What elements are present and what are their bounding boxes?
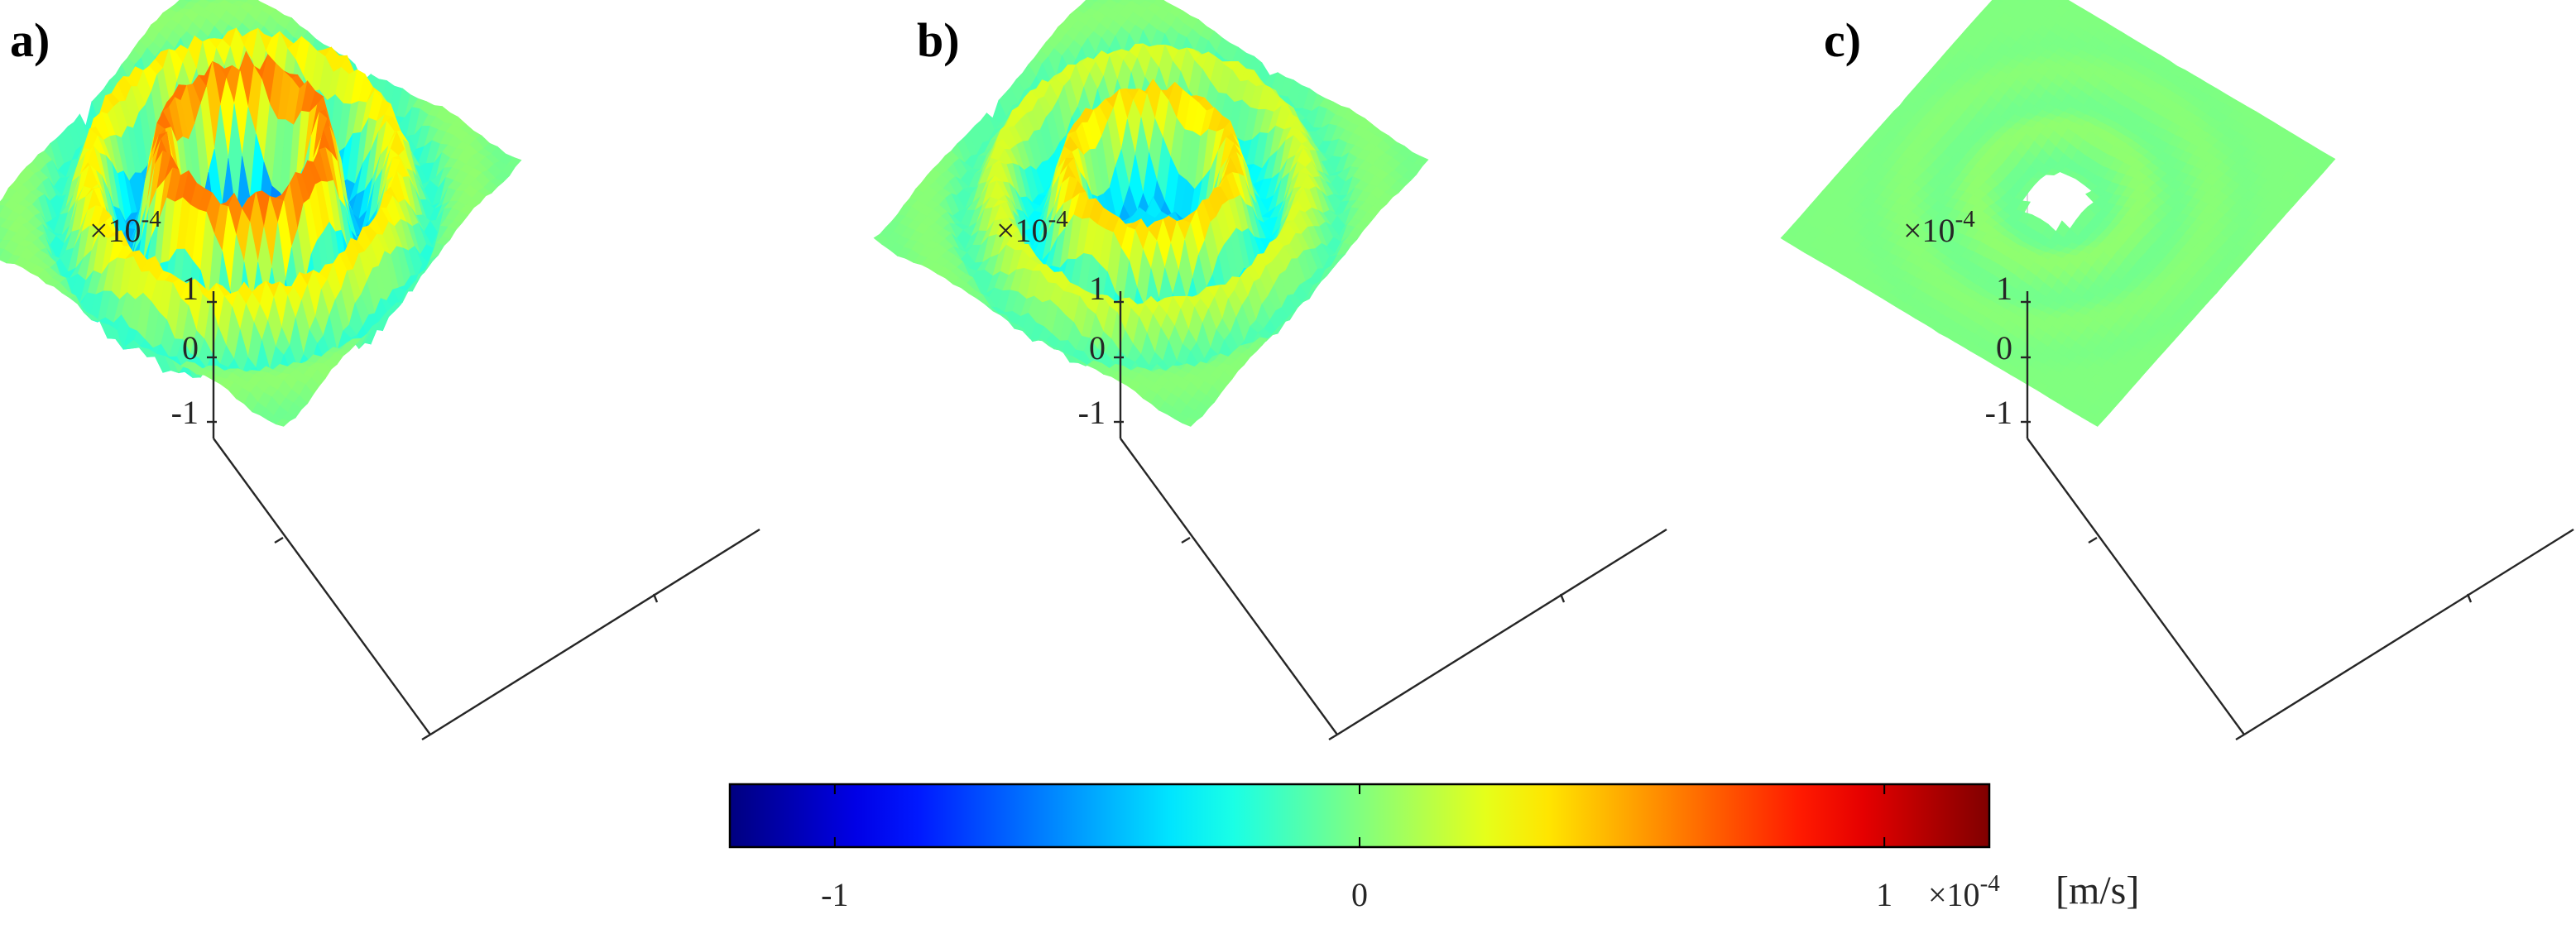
panel-label: c) bbox=[1824, 13, 1861, 67]
axis-tick-mark bbox=[274, 536, 284, 544]
z-tick-label: 0 bbox=[1089, 329, 1106, 366]
panel-label: a) bbox=[10, 13, 50, 67]
z-tick-label: 1 bbox=[182, 270, 199, 307]
surface-cell bbox=[1182, 417, 1197, 427]
z-tick-label: 1 bbox=[1089, 270, 1106, 307]
axis-tick-mark bbox=[1559, 593, 1566, 603]
colorbar-scale-label: ×10-4 bbox=[1928, 870, 2000, 913]
axis-tick-mark bbox=[1181, 536, 1191, 544]
axis-line bbox=[2243, 528, 2574, 736]
z-tick-label: -1 bbox=[1078, 394, 1106, 431]
z-tick-label: -1 bbox=[1985, 394, 2012, 431]
colorbar-tick-label: -1 bbox=[821, 876, 848, 913]
panel-label: b) bbox=[917, 13, 960, 67]
panel-c: c) ×10-4 1 0 -1 bbox=[1780, 0, 2574, 741]
z-tick-label: 1 bbox=[1996, 270, 2012, 307]
axes-lines bbox=[1114, 291, 1667, 741]
z-tick-label: 0 bbox=[1996, 329, 2012, 366]
axis-line bbox=[213, 438, 431, 735]
surface-plot bbox=[1780, 0, 2336, 427]
colorbar: -1 0 1 ×10-4 [m/s] bbox=[728, 783, 2139, 913]
surface-cell bbox=[275, 419, 290, 427]
surface-plot bbox=[0, 0, 522, 427]
panel-a: a) ×10-4 1 0 -1 bbox=[0, 0, 760, 741]
colorbar-tick-label: 1 bbox=[1876, 876, 1892, 913]
z-tick-label: 0 bbox=[182, 329, 199, 366]
axis-line bbox=[1336, 528, 1667, 736]
z-tick-label: -1 bbox=[171, 394, 199, 431]
axis-line bbox=[429, 528, 760, 736]
axis-tick-mark bbox=[652, 593, 659, 603]
panel-b: b) ×10-4 1 0 -1 bbox=[873, 0, 1667, 741]
axis-tick-mark bbox=[2235, 733, 2245, 741]
z-scale-label: ×10-4 bbox=[89, 206, 161, 249]
axis-line bbox=[2027, 438, 2245, 735]
colorbar-tick-label: 0 bbox=[1351, 876, 1368, 913]
axis-tick-mark bbox=[1328, 733, 1338, 741]
axis-tick-mark bbox=[2088, 536, 2098, 544]
axis-tick-mark bbox=[421, 733, 431, 741]
axis-line bbox=[1120, 438, 1338, 735]
colorbar-unit-label: [m/s] bbox=[2056, 869, 2139, 912]
surface-plot bbox=[873, 0, 1429, 427]
z-scale-label: ×10-4 bbox=[996, 206, 1068, 249]
axes-lines bbox=[207, 291, 760, 741]
